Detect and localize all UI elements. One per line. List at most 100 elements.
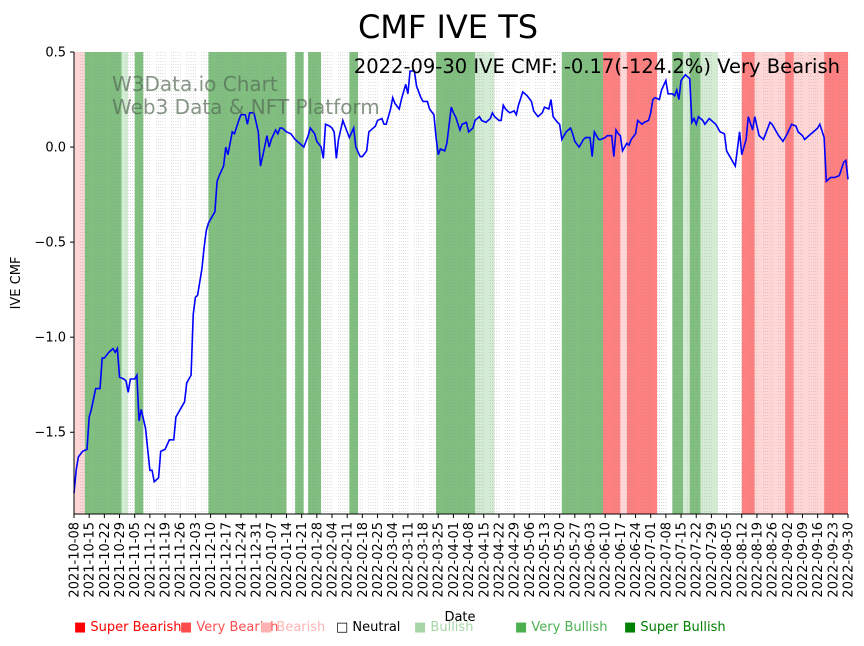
x-tick-label: 2021-12-31	[250, 522, 265, 598]
legend: ■ Super Bearish ■ Very Bearish ■ Bearish □ …	[74, 620, 854, 638]
band-very-bearish	[785, 52, 794, 514]
watermark-line-1: W3Data.io Chart	[112, 72, 278, 96]
legend-swatch: ■	[624, 620, 641, 635]
band-very-bullish	[134, 52, 144, 514]
x-tick-label: 2022-04-08	[462, 522, 477, 598]
band-bearish	[620, 52, 627, 514]
x-tick-label: 2022-08-12	[735, 522, 750, 598]
legend-label: Very Bearish	[196, 620, 279, 635]
x-tick-label: 2022-09-02	[781, 522, 796, 598]
x-tick-label: 2022-07-08	[659, 522, 674, 598]
x-tick-label: 2021-12-17	[219, 522, 234, 598]
legend-label: Bearish	[276, 620, 326, 635]
x-tick-label: 2022-09-23	[826, 522, 841, 598]
y-tick-label: −0.5	[34, 236, 66, 251]
legend-item-super-bullish: ■ Super Bullish	[624, 620, 726, 635]
legend-swatch: ■	[180, 620, 197, 635]
x-tick-label: 2022-03-11	[401, 522, 416, 598]
band-very-bullish	[689, 52, 701, 514]
x-tick-label: 2022-02-25	[371, 522, 386, 598]
band-bullish	[475, 52, 495, 514]
x-tick-label: 2022-03-25	[432, 522, 447, 598]
x-tick-label: 2021-12-03	[189, 522, 204, 598]
legend-label: Neutral	[352, 620, 401, 635]
x-tick-label: 2022-03-04	[386, 522, 401, 598]
x-tick-label: 2021-11-05	[128, 522, 143, 598]
x-tick-label: 2022-05-13	[538, 522, 553, 598]
x-tick-label: 2022-06-24	[629, 522, 644, 598]
x-tick-label: 2022-09-30	[842, 522, 857, 598]
band-neutral	[717, 52, 742, 514]
x-tick-label: 2022-02-11	[341, 522, 356, 598]
x-tick-label: 2022-07-15	[675, 522, 690, 598]
x-tick-label: 2022-05-27	[568, 522, 583, 598]
x-tick-label: 2021-12-24	[234, 522, 249, 598]
x-tick-label: 2022-02-04	[326, 522, 341, 598]
y-axis-ticks: 0.5 0.0 −0.5 −1.0 −1.5	[34, 46, 74, 441]
x-tick-label: 2022-01-28	[310, 522, 325, 598]
band-very-bearish	[824, 52, 848, 514]
legend-swatch: ■	[414, 620, 431, 635]
legend-item-super-bearish: ■ Super Bearish	[74, 620, 182, 635]
band-very-bullish	[672, 52, 684, 514]
band-bullish	[683, 52, 690, 514]
band-bearish	[74, 52, 85, 514]
x-tick-label: 2022-05-20	[553, 522, 568, 598]
x-tick-label: 2022-01-21	[295, 522, 310, 598]
y-tick-label: 0.0	[45, 141, 66, 156]
legend-label: Bullish	[430, 620, 474, 635]
watermark-line-2: Web3 Data & NFT Platform	[112, 95, 380, 119]
band-very-bullish	[561, 52, 604, 514]
x-axis-ticks: 2021-10-08 2021-10-15 2021-10-22 2021-10-29…	[68, 514, 857, 598]
x-tick-label: 2021-12-10	[204, 522, 219, 598]
legend-swatch: ■	[515, 620, 532, 635]
legend-swatch: □	[336, 620, 353, 635]
chart-title: CMF IVE TS	[358, 8, 538, 46]
x-gridlines	[73, 52, 849, 514]
x-tick-label: 2022-09-16	[811, 522, 826, 598]
x-tick-label: 2022-04-01	[447, 522, 462, 598]
legend-item-bearish: ■ Bearish	[260, 620, 325, 635]
legend-item-neutral: □ Neutral	[336, 620, 400, 635]
x-tick-label: 2022-05-06	[523, 522, 538, 598]
x-tick-label: 2021-10-29	[113, 522, 128, 598]
band-neutral	[303, 52, 309, 514]
y-tick-label: −1.0	[34, 331, 66, 346]
x-tick-label: 2022-08-26	[766, 522, 781, 598]
legend-swatch: ■	[74, 620, 91, 635]
x-tick-label: 2021-11-19	[159, 522, 174, 598]
x-tick-label: 2022-08-05	[720, 522, 735, 598]
band-neutral	[286, 52, 296, 514]
x-tick-label: 2021-10-15	[83, 522, 98, 598]
axes	[73, 52, 848, 515]
cmf-series-line	[73, 70, 849, 494]
x-tick-label: 2022-06-03	[584, 522, 599, 598]
band-very-bullish	[84, 52, 122, 514]
band-neutral	[494, 52, 562, 514]
legend-item-very-bearish: ■ Very Bearish	[180, 620, 278, 635]
x-tick-label: 2022-07-01	[644, 522, 659, 598]
x-tick-label: 2022-09-09	[796, 522, 811, 598]
x-tick-label: 2022-01-14	[280, 522, 295, 598]
x-tick-label: 2022-03-18	[417, 522, 432, 598]
legend-label: Super Bearish	[90, 620, 182, 635]
band-very-bullish	[436, 52, 476, 514]
x-tick-label: 2022-08-19	[750, 522, 765, 598]
x-tick-label: 2022-07-29	[705, 522, 720, 598]
band-neutral	[128, 52, 135, 514]
band-neutral	[657, 52, 673, 514]
x-tick-label: 2022-06-17	[614, 522, 629, 598]
regime-bands	[74, 52, 848, 514]
latest-value-annotation: 2022-09-30 IVE CMF: -0.17(-124.2%) Very …	[354, 55, 840, 78]
x-tick-label: 2021-10-22	[98, 522, 113, 598]
band-neutral	[358, 52, 437, 514]
y-tick-label: −1.5	[34, 426, 66, 441]
legend-item-very-bullish: ■ Very Bullish	[515, 620, 607, 635]
x-tick-label: 2022-04-15	[477, 522, 492, 598]
x-tick-label: 2021-10-08	[68, 522, 83, 598]
watermark: W3Data.io Chart Web3 Data & NFT Platform	[112, 72, 380, 119]
legend-item-bullish: ■ Bullish	[414, 620, 473, 635]
band-bullish	[121, 52, 129, 514]
x-tick-label: 2021-11-12	[143, 522, 158, 598]
